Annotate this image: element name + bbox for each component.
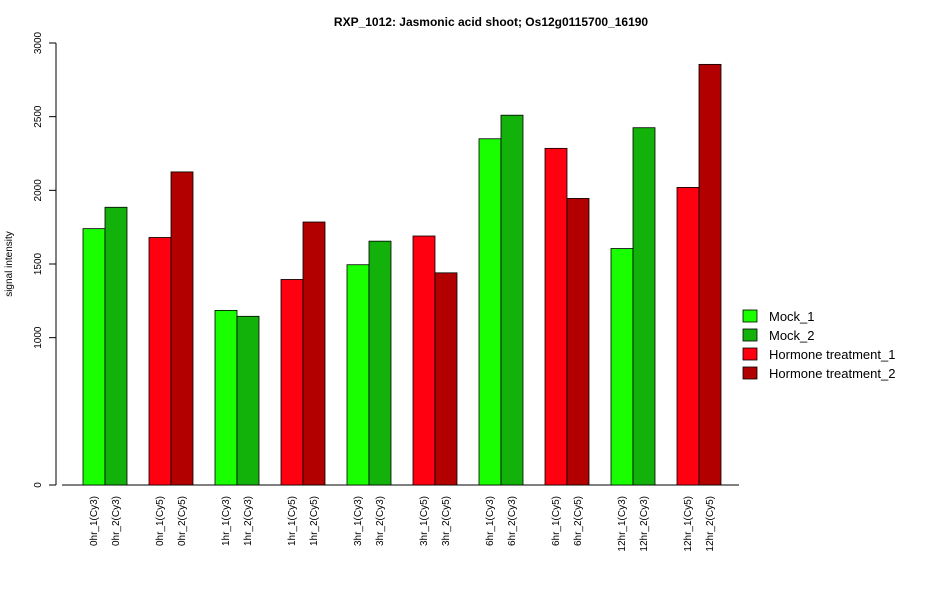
bar	[478, 138, 502, 486]
x-tick-label: 12hr_2(Cy3)	[639, 496, 650, 552]
x-tick-label: 3hr_2(Cy5)	[441, 496, 452, 546]
bar	[544, 147, 568, 486]
x-tick-label: 6hr_2(Cy5)	[573, 496, 584, 546]
y-tick-label: 1500	[33, 252, 44, 275]
legend-swatch	[742, 309, 758, 323]
bar	[280, 279, 304, 486]
legend: Mock_1 Mock_2 Hormone treatment_1 Hormone t…	[742, 309, 895, 381]
x-tick-label: 1hr_1(Cy5)	[287, 496, 298, 546]
x-tick-label: 1hr_1(Cy3)	[221, 496, 232, 546]
bar	[170, 171, 194, 486]
y-ticks: 0 1000 1500 2000 2500 3000	[33, 31, 56, 488]
legend-label: Hormone treatment_1	[769, 347, 895, 362]
bar	[566, 198, 590, 486]
x-tick-label: 12hr_2(Cy5)	[705, 496, 716, 552]
bar	[214, 310, 238, 486]
x-tick-label: 3hr_1(Cy3)	[353, 496, 364, 546]
x-tick-label: 6hr_2(Cy3)	[507, 496, 518, 546]
y-axis-label: signal intensity	[4, 231, 15, 297]
bar	[148, 237, 172, 486]
y-tick-label: 1000	[33, 326, 44, 349]
x-tick-label: 1hr_2(Cy5)	[309, 496, 320, 546]
x-tick-label: 0hr_1(Cy5)	[155, 496, 166, 546]
y-tick-label: 3000	[33, 31, 44, 54]
bar	[698, 63, 722, 486]
legend-swatch	[742, 328, 758, 342]
bar	[104, 206, 128, 486]
bar	[82, 228, 106, 486]
bar	[500, 114, 524, 486]
bar	[610, 248, 634, 486]
bar	[676, 186, 700, 486]
bar	[346, 264, 370, 486]
x-tick-label: 6hr_1(Cy5)	[551, 496, 562, 546]
bar	[632, 127, 656, 486]
x-tick-label: 3hr_1(Cy5)	[419, 496, 430, 546]
bar	[434, 272, 458, 486]
x-tick-label: 3hr_2(Cy3)	[375, 496, 386, 546]
x-tick-label: 0hr_2(Cy5)	[177, 496, 188, 546]
bar	[412, 235, 436, 486]
bar	[368, 240, 392, 486]
x-tick-label: 12hr_1(Cy3)	[617, 496, 628, 552]
x-tick-label: 1hr_2(Cy3)	[243, 496, 254, 546]
bar	[236, 315, 260, 486]
legend-swatch	[742, 366, 758, 380]
legend-label: Mock_2	[769, 328, 815, 343]
bar	[302, 221, 326, 486]
x-tick-label: 0hr_2(Cy3)	[111, 496, 122, 546]
x-tick-label: 6hr_1(Cy3)	[485, 496, 496, 546]
x-tick-label: 0hr_1(Cy3)	[89, 496, 100, 546]
y-tick-label: 2000	[33, 179, 44, 202]
x-tick-label: 12hr_1(Cy5)	[683, 496, 694, 552]
legend-label: Hormone treatment_2	[769, 366, 895, 381]
legend-label: Mock_1	[769, 309, 815, 324]
y-tick-label: 0	[33, 482, 44, 488]
legend-swatch	[742, 347, 758, 361]
bars	[82, 63, 722, 486]
y-tick-label: 2500	[33, 105, 44, 128]
chart-title: RXP_1012: Jasmonic acid shoot; Os12g0115…	[334, 15, 649, 29]
x-tick-labels: 0hr_1(Cy3) 0hr_2(Cy3) 0hr_1(Cy5) 0hr_2(Cy5)…	[89, 496, 716, 552]
